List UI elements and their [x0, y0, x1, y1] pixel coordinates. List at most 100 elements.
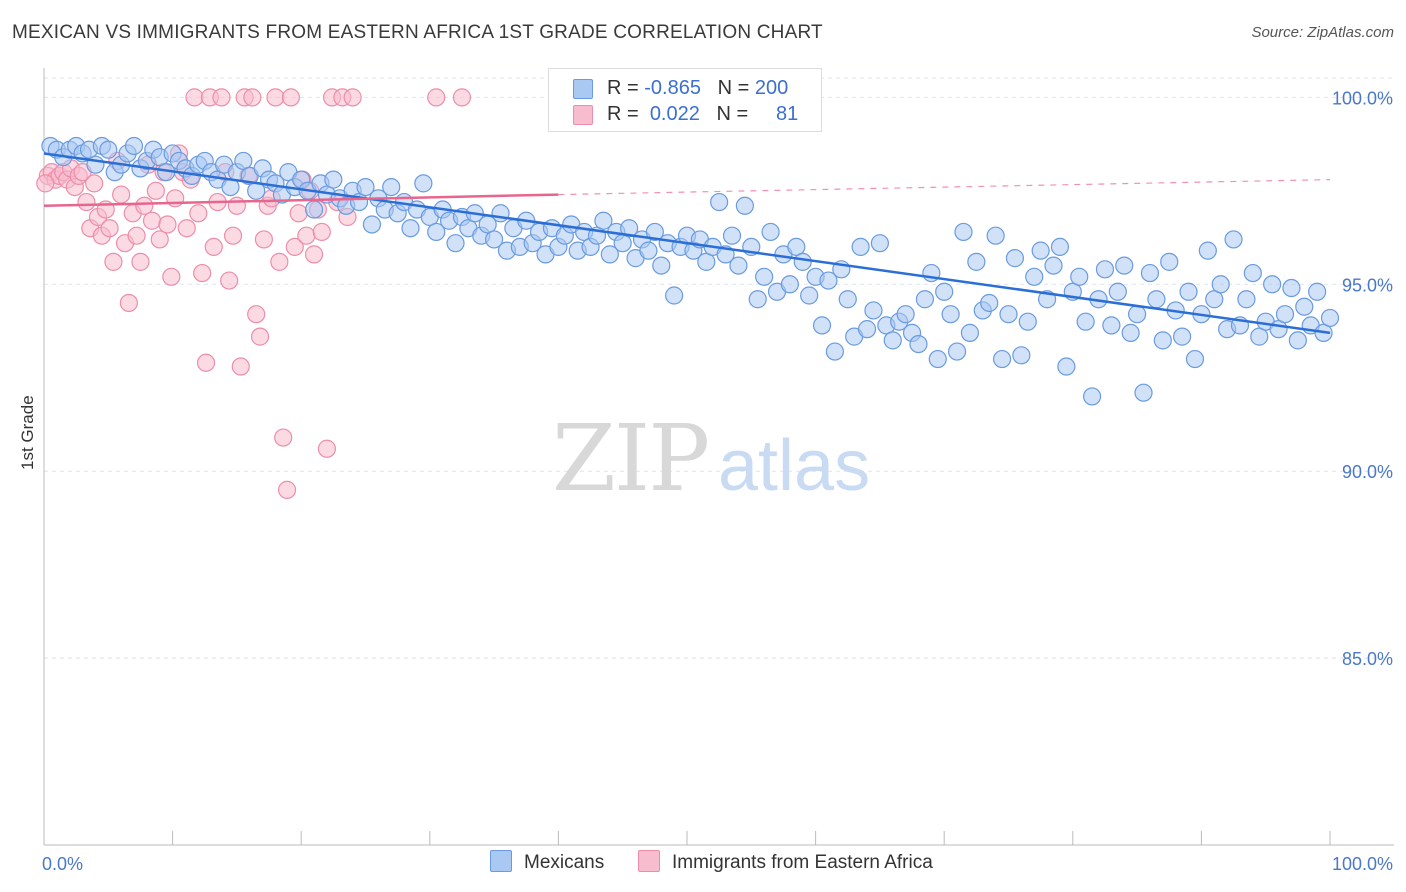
- mexicans-point: [1185, 349, 1205, 369]
- watermark-atlas: atlas: [718, 426, 870, 506]
- mexicans-point: [427, 222, 446, 242]
- eastern-africa-point: [270, 252, 289, 271]
- mexicans-point: [645, 222, 664, 242]
- eastern-africa-point: [119, 293, 138, 313]
- mexicans-point: [800, 286, 819, 305]
- mexicans-point: [1057, 357, 1076, 376]
- eastern-africa-point: [274, 428, 293, 447]
- mexicans-point: [124, 136, 144, 156]
- mexicans-point: [812, 316, 832, 335]
- watermark-zip: ZIP: [552, 405, 708, 512]
- bottom-legend-eastern-africa[interactable]: Immigrants from Eastern Africa: [638, 850, 933, 874]
- legend-label-mexicans: Mexicans: [524, 852, 605, 873]
- mexicans-point: [1140, 263, 1160, 283]
- mexicans-point: [1173, 327, 1192, 346]
- eastern-africa-point: [189, 204, 208, 223]
- bottom-legend-mexicans[interactable]: Mexicans: [490, 850, 604, 874]
- mexicans-point: [324, 170, 343, 189]
- mexicans-point: [1250, 327, 1269, 346]
- mexicans-point: [909, 334, 928, 354]
- mexicans-point: [1095, 260, 1115, 279]
- eastern-africa-point: [343, 88, 362, 107]
- mexicans-point: [980, 293, 999, 313]
- mexicans-point: [883, 331, 902, 350]
- mexicans-point: [915, 290, 935, 309]
- mexicans-point: [999, 305, 1018, 324]
- eastern-africa-point: [452, 88, 472, 107]
- mexicans-point: [485, 230, 504, 249]
- eastern-africa-point: [162, 267, 181, 286]
- mexicans-point: [1160, 252, 1179, 271]
- eastern-africa-point: [196, 353, 216, 372]
- mexicans-point: [1018, 312, 1037, 331]
- legend-r-label: R =: [607, 103, 645, 125]
- mexicans-point: [825, 342, 844, 361]
- eastern-africa-point: [289, 204, 308, 223]
- legend-r-label: R =: [607, 77, 645, 99]
- mexicans-point: [1050, 237, 1070, 257]
- mexicans-point: [1320, 308, 1340, 328]
- mexicans-point: [1288, 331, 1307, 350]
- mexicans-point: [838, 290, 857, 309]
- mexicans-point: [401, 219, 420, 238]
- mexicans-point: [356, 177, 375, 197]
- mexicans-point: [722, 226, 742, 245]
- x-tick-label-max: 100.0%: [1332, 854, 1393, 874]
- legend-r-value: 0.022: [649, 103, 700, 125]
- eastern-africa-point: [185, 88, 204, 107]
- eastern-africa-point: [317, 439, 337, 458]
- mexicans-point: [620, 219, 639, 238]
- eastern-africa-point: [150, 230, 169, 249]
- mexicans-point: [1121, 323, 1140, 342]
- mexicans-point: [1243, 263, 1262, 283]
- mexicans-point: [234, 151, 253, 171]
- mexicans-point: [414, 174, 433, 193]
- mexicans-point: [1147, 290, 1166, 309]
- mexicans-point: [748, 290, 767, 309]
- eastern-africa-point: [104, 252, 123, 271]
- mexicans-point: [382, 177, 401, 197]
- mexicans-point: [1102, 316, 1121, 335]
- mexicans-point: [652, 256, 671, 275]
- mexicans-point: [304, 200, 324, 219]
- mexicans-point: [99, 140, 118, 159]
- mexicans-point: [1044, 256, 1063, 275]
- mexicans-point: [594, 211, 613, 230]
- legend-swatch-pink: [638, 850, 660, 872]
- eastern-africa-point: [266, 88, 285, 107]
- mexicans-point: [729, 256, 748, 275]
- eastern-africa-point: [254, 230, 274, 249]
- eastern-africa-point: [285, 237, 304, 257]
- eastern-africa-point: [427, 88, 446, 107]
- tick-labels: 85.0% 90.0% 95.0% 100.0% 0.0% 100.0%: [42, 88, 1393, 874]
- legend-swatch-blue: [490, 850, 512, 872]
- mexicans-point: [1153, 331, 1172, 350]
- legend-r-value: -0.865: [644, 77, 701, 99]
- mexicans-point: [1198, 241, 1217, 260]
- mexicans-point: [697, 252, 716, 271]
- eastern-africa-point: [212, 88, 231, 107]
- mexicans-point: [986, 226, 1005, 245]
- eastern-africa-point: [223, 226, 243, 245]
- mexicans-point: [935, 282, 954, 301]
- axes: [43, 68, 1394, 846]
- mexicans-point: [941, 305, 960, 324]
- eastern-africa-point: [297, 226, 316, 245]
- legend-swatch-pink: [573, 105, 593, 125]
- mexicans-point: [780, 275, 799, 294]
- mexicans-point: [1211, 275, 1230, 294]
- mexicans-point: [1076, 312, 1095, 331]
- eastern-africa-point: [312, 222, 331, 242]
- mexicans-point: [1263, 275, 1282, 294]
- mexicans-point: [928, 349, 947, 369]
- source-credit: Source: ZipAtlas.com: [1251, 24, 1394, 41]
- eastern-africa-point: [85, 174, 104, 193]
- mexicans-point: [1134, 383, 1153, 402]
- mexicans-point: [819, 271, 838, 290]
- x-tick-label-min: 0.0%: [42, 854, 83, 874]
- eastern-africa-point: [193, 263, 212, 283]
- mexicans-point: [851, 237, 870, 257]
- trend-lines: [43, 152, 1331, 335]
- mexicans-point: [992, 349, 1012, 369]
- mexicans-point: [1237, 290, 1256, 309]
